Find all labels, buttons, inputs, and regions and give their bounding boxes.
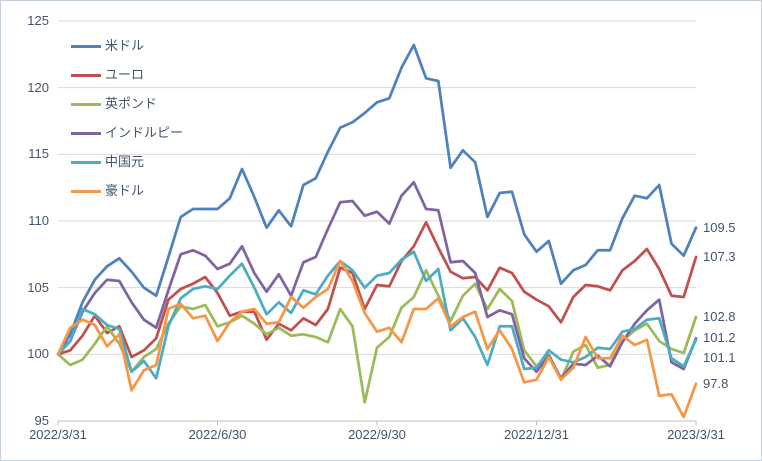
legend-label-usd: 米ドル [105,38,145,53]
legend-line-swatch-aud [71,189,101,193]
end-label-eur: 107.3 [703,249,736,264]
legend-label-cny: 中国元 [105,154,145,169]
y-tick-label: 100 [27,346,49,362]
series-line-gbp [56,268,698,404]
legend-item-aud: 豪ドル [71,183,144,199]
legend-label-inr: インドルピー [105,125,184,140]
legend-line-swatch-eur [71,73,101,77]
y-tick-label: 115 [28,146,49,162]
series-lines [56,43,698,419]
x-tick-label: 2022/12/31 [503,427,570,442]
legend-line-swatch-cny [71,160,101,164]
legend-line-swatch-inr [71,131,101,135]
y-tick-label: 110 [28,213,49,228]
legend-item-usd: 米ドル [71,38,144,54]
y-tick-label: 95 [34,413,49,428]
end-label-usd: 109.5 [703,219,736,235]
legend-line-swatch-usd [71,44,101,48]
end-label-gbp: 102.8 [703,309,736,324]
legend-item-inr: インドルピー [71,125,183,141]
end-label-aud: 97.8 [703,375,729,391]
end-label-inr: 101.2 [703,330,736,346]
axis-ticks [57,421,697,426]
y-tick-label: 120 [27,79,49,95]
legend-label-eur: ユーロ [105,67,145,82]
x-tick-label: 2023/3/31 [667,427,725,442]
legend-item-gbp: 英ポンド [71,96,157,112]
x-tick-label: 2022/3/31 [29,427,87,442]
series-line-inr [56,180,698,380]
y-tick-label: 105 [27,279,49,295]
series-line-eur [56,220,698,359]
gridlines [58,20,696,422]
legend-label-gbp: 英ポンド [105,96,158,111]
series-line-usd [56,43,698,356]
legend-item-cny: 中国元 [71,154,144,170]
series-line-aud [56,259,698,419]
x-tick-label: 2022/9/30 [348,427,406,442]
legend-label-aud: 豪ドル [105,183,145,198]
y-tick-label: 125 [27,13,49,28]
series-line-cny [56,250,698,380]
legend-line-swatch-gbp [71,102,101,106]
x-tick-label: 2022/6/30 [188,427,247,442]
legend-item-eur: ユーロ [71,67,144,83]
end-label-cny: 101.1 [703,350,736,366]
